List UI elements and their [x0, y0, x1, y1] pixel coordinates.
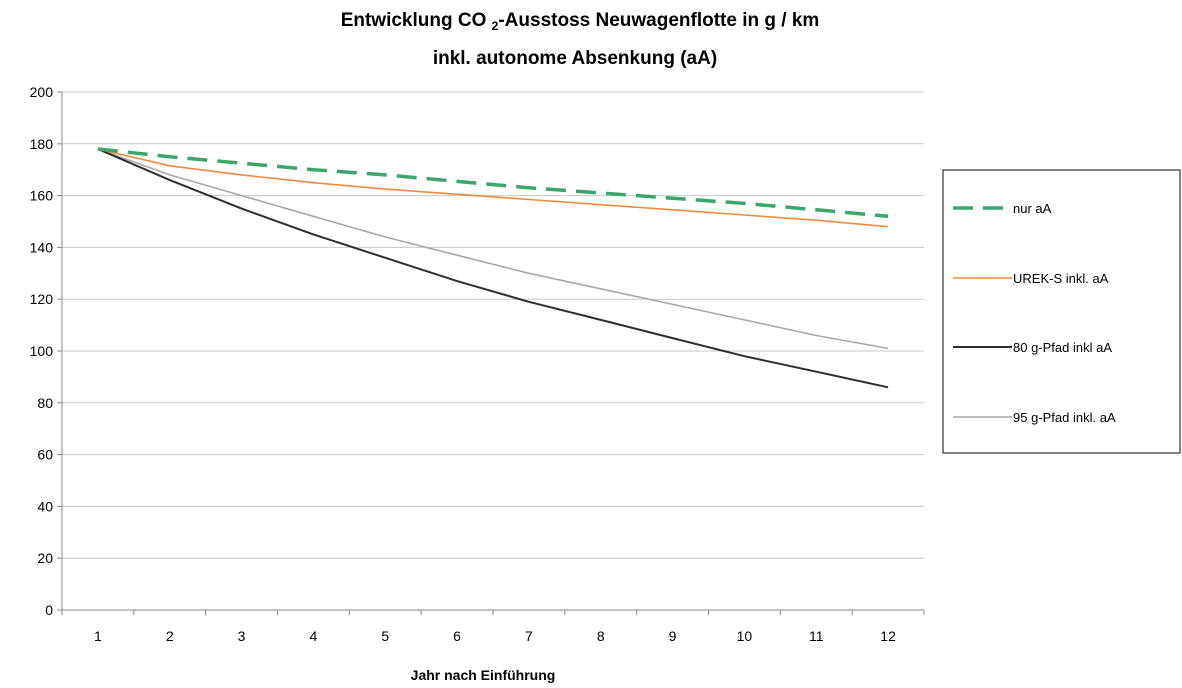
- y-tick-label: 20: [37, 550, 53, 566]
- y-tick-label: 180: [30, 136, 54, 152]
- x-tick-label: 3: [238, 628, 246, 644]
- x-tick-label: 9: [669, 628, 677, 644]
- x-tick-label: 7: [525, 628, 533, 644]
- title-part-pre: Entwicklung CO: [341, 10, 492, 31]
- gridlines: [57, 91, 924, 611]
- x-tick-label: 4: [310, 628, 318, 644]
- chart-title-line2: inkl. autonome Absenkung (aA): [433, 48, 717, 69]
- chart-title-line1: Entwicklung CO 2-Ausstoss Neuwagenflotte…: [341, 10, 820, 33]
- x-tick-label: 1: [94, 628, 102, 644]
- x-tick-label: 5: [381, 628, 389, 644]
- legend-entry-3: 80 g-Pfad inkl aA: [1013, 340, 1112, 355]
- y-tick-label: 40: [37, 498, 53, 514]
- x-tick-label: 6: [453, 628, 461, 644]
- axes: [61, 92, 925, 615]
- y-tick-label: 100: [30, 343, 54, 359]
- legend-entry-2: UREK-S inkl. aA: [1013, 271, 1109, 286]
- title-part-subscript: 2: [492, 19, 499, 33]
- series-line-1: [97, 147, 889, 219]
- title-part-post: -Ausstoss Neuwagenflotte in g / km: [498, 10, 819, 31]
- y-tick-label: 120: [30, 291, 54, 307]
- y-tick-label: 0: [45, 602, 53, 618]
- x-axis-label: Jahr nach Einführung: [411, 667, 556, 683]
- y-tick-labels: 0 20 40 60 80 100 120 140 160 180 200: [30, 84, 54, 618]
- x-tick-label: 12: [880, 628, 896, 644]
- legend-box: [942, 169, 1181, 454]
- x-tick-label: 2: [166, 628, 174, 644]
- x-tick-label: 11: [809, 628, 824, 644]
- x-tick-labels: 1 2 3 4 5 6 7 8 9 10 11 12: [94, 628, 896, 644]
- y-tick-label: 60: [37, 447, 53, 463]
- legend: nur aA UREK-S inkl. aA 80 g-Pfad inkl aA 95…: [953, 201, 1116, 425]
- x-tick-label: 10: [737, 628, 753, 644]
- legend-entry-1: nur aA: [1013, 201, 1052, 216]
- y-tick-label: 80: [37, 395, 53, 411]
- y-tick-label: 140: [30, 239, 54, 255]
- legend-entry-4: 95 g-Pfad inkl. aA: [1013, 410, 1116, 425]
- y-tick-label: 160: [30, 188, 54, 204]
- series-line-3: [97, 148, 889, 389]
- series-line-2: [97, 148, 889, 228]
- x-tick-label: 8: [597, 628, 605, 644]
- series-line-4: [97, 148, 889, 350]
- series-lines: [97, 147, 889, 389]
- y-tick-label: 200: [30, 84, 54, 100]
